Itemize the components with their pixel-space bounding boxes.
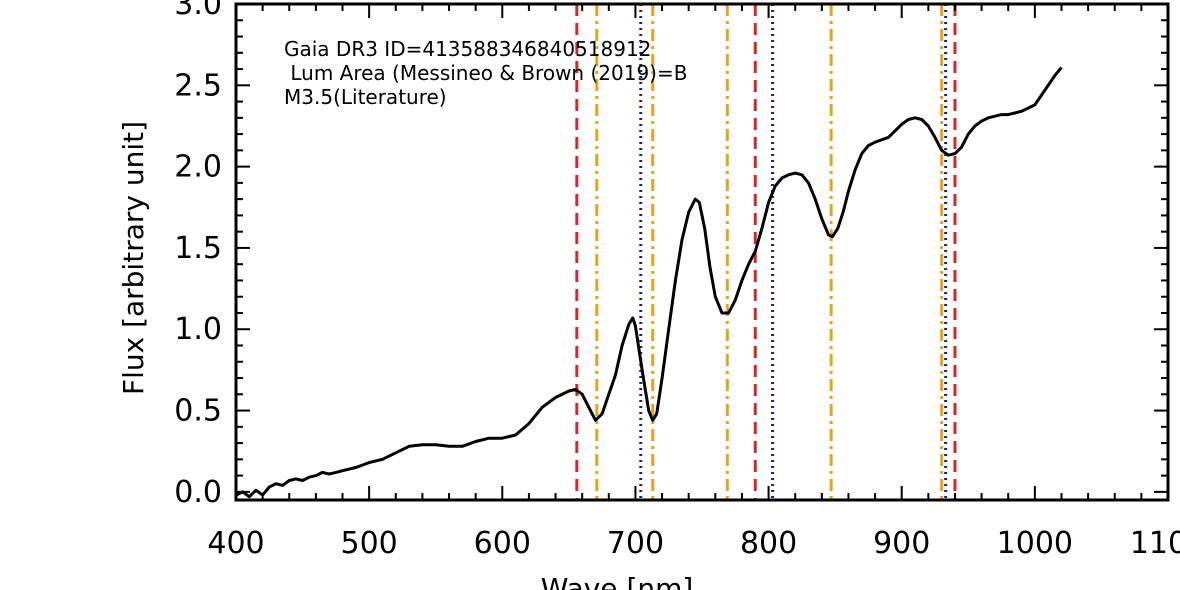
x-axis-title: Wave [nm] (541, 572, 694, 590)
x-tick-label: 900 (873, 526, 930, 561)
y-axis-title: Flux [arbitrary unit] (117, 121, 150, 395)
annotation-gaia-id: Gaia DR3 ID=4135883468405189​12 (284, 37, 651, 61)
y-tick-label: 2.0 (174, 150, 222, 185)
y-tick-label: 1.5 (174, 231, 222, 266)
series-layer (235, 66, 1063, 499)
x-tick-label: 1000 (997, 526, 1073, 561)
annotation-spectral-type: M3.5(Literature) (284, 85, 447, 109)
y-tick-label: 0.0 (174, 475, 222, 510)
y-tick-labels: 0.0 0.5 1.0 1.5 2.0 2.5 3.0 (174, 0, 222, 510)
y-tick-label: 2.5 (174, 68, 222, 103)
y-tick-label: 1.0 (174, 312, 222, 347)
x-tick-label: 700 (607, 526, 664, 561)
plot-frame (234, 2, 1170, 502)
y-tick-label: 0.5 (174, 394, 222, 429)
series-line-0 (235, 66, 1063, 499)
x-tick-label: 400 (207, 526, 264, 561)
x-tick-label: 800 (740, 526, 797, 561)
y-tick-label: 3.0 (174, 0, 222, 22)
x-tick-label: 600 (474, 526, 531, 561)
x-tick-label: 500 (341, 526, 398, 561)
annotation-lum-area: Lum Area (Messineo & Brown (2019)=B (284, 61, 687, 85)
axis-ticks (235, 3, 1169, 500)
